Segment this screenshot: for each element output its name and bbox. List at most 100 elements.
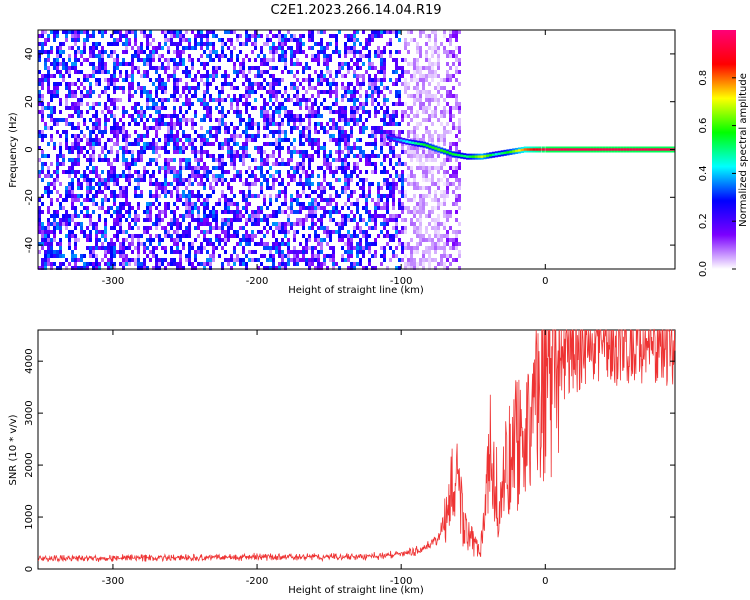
spectrogram-cell xyxy=(41,222,44,226)
spectrogram-cell xyxy=(263,266,266,270)
spectrogram-cell xyxy=(149,210,152,214)
spectrogram-cell xyxy=(38,78,41,82)
spectrogram-cell xyxy=(449,146,452,150)
spectrogram-cell xyxy=(449,174,452,178)
spectrogram-cell xyxy=(269,186,272,190)
spectrogram-cell xyxy=(41,230,44,234)
spectrogram-cell xyxy=(350,246,353,250)
spectrogram-cell xyxy=(59,238,62,242)
spectrogram-cell xyxy=(137,134,140,138)
spectrogram-cell xyxy=(353,234,356,238)
spectrogram-cell xyxy=(110,226,113,230)
spectrogram-cell xyxy=(206,222,209,226)
spectrogram-cell xyxy=(59,54,62,58)
trace-core xyxy=(408,141,412,144)
spectrogram-cell xyxy=(287,30,290,34)
spectrogram-cell xyxy=(248,194,251,198)
spectrogram-cell xyxy=(266,126,269,130)
spectrogram-cell xyxy=(194,138,197,142)
spectrogram-cell xyxy=(293,102,296,106)
spectrogram-cell xyxy=(341,118,344,122)
spectrogram-cell xyxy=(338,138,341,142)
spectrogram-cell xyxy=(263,70,266,74)
spectrogram-cell xyxy=(332,258,335,262)
spectrogram-cell xyxy=(227,182,230,186)
spectrogram-cell xyxy=(158,74,161,78)
spectrogram-cell xyxy=(209,98,212,102)
spectrogram-cell xyxy=(347,194,350,198)
spectrogram-cell xyxy=(428,114,431,118)
spectrogram-cell xyxy=(152,194,155,198)
spectrogram-cell xyxy=(116,222,119,226)
spectrogram-cell xyxy=(314,122,317,126)
spectrogram-cell xyxy=(308,74,311,78)
trace-core xyxy=(506,151,510,154)
spectrogram-cell xyxy=(311,246,314,250)
spectrogram-cell xyxy=(59,102,62,106)
spectrogram-cell xyxy=(350,58,353,62)
spectrogram-cell xyxy=(44,238,47,242)
spectrogram-cell xyxy=(347,186,350,190)
spectrogram-cell xyxy=(437,242,440,246)
spectrogram-cell xyxy=(110,74,113,78)
spectrogram-cell xyxy=(236,110,239,114)
spectrogram-cell xyxy=(308,138,311,142)
spectrogram-cell xyxy=(407,246,410,250)
spectrogram-cell xyxy=(374,78,377,82)
spectrogram-cell xyxy=(272,246,275,250)
spectrogram-cell xyxy=(326,254,329,258)
spectrogram-cell xyxy=(206,178,209,182)
spectrogram-cell xyxy=(389,214,392,218)
spectrogram-cell xyxy=(302,206,305,210)
spectrogram-cell xyxy=(122,134,125,138)
spectrogram-cell xyxy=(299,206,302,210)
spectrogram-cell xyxy=(293,258,296,262)
spectrogram-cell xyxy=(257,242,260,246)
spectrogram-cell xyxy=(320,42,323,46)
spectrogram-cell xyxy=(314,198,317,202)
spectrogram-cell xyxy=(329,166,332,170)
spectrogram-cell xyxy=(107,118,110,122)
spectrogram-cell xyxy=(395,70,398,74)
spectrogram-cell xyxy=(356,206,359,210)
spectrogram-cell xyxy=(332,138,335,142)
spectrogram-cell xyxy=(257,230,260,234)
spectrogram-cell xyxy=(329,162,332,166)
spectrogram-cell xyxy=(203,262,206,266)
spectrogram-cell xyxy=(176,122,179,126)
spectrogram-cell xyxy=(341,82,344,86)
spectrogram-x-label: Height of straight line (km) xyxy=(288,285,424,296)
spectrogram-cell xyxy=(365,110,368,114)
spectrogram-cell xyxy=(137,58,140,62)
spectrogram-cell xyxy=(242,70,245,74)
spectrogram-cell xyxy=(284,162,287,166)
spectrogram-cell xyxy=(197,82,200,86)
spectrogram-cell xyxy=(119,86,122,90)
spectrogram-cell xyxy=(356,118,359,122)
trace-core xyxy=(512,150,516,153)
spectrogram-cell xyxy=(452,174,455,178)
spectrogram-cell xyxy=(341,214,344,218)
spectrogram-cell xyxy=(137,262,140,266)
spectrogram-cell xyxy=(383,134,386,138)
spectrogram-cell xyxy=(410,78,413,82)
spectrogram-cell xyxy=(293,150,296,154)
spectrogram-cell xyxy=(407,198,410,202)
spectrogram-cell xyxy=(98,174,101,178)
spectrogram-cell xyxy=(131,94,134,98)
spectrogram-cell xyxy=(245,262,248,266)
spectrogram-cell xyxy=(245,86,248,90)
spectrogram-cell xyxy=(41,246,44,250)
spectrogram-cell xyxy=(41,194,44,198)
spectrogram-cell xyxy=(317,206,320,210)
spectrogram-cell xyxy=(80,186,83,190)
spectrogram-cell xyxy=(278,30,281,34)
spectrogram-cell xyxy=(281,210,284,214)
spectrogram-cell xyxy=(395,230,398,234)
spectrogram-cell xyxy=(284,114,287,118)
spectrogram-cell xyxy=(218,126,221,130)
spectrogram-cell xyxy=(173,126,176,130)
spectrogram-cell xyxy=(128,150,131,154)
spectrogram-cell xyxy=(194,206,197,210)
spectrogram-cell xyxy=(116,58,119,62)
